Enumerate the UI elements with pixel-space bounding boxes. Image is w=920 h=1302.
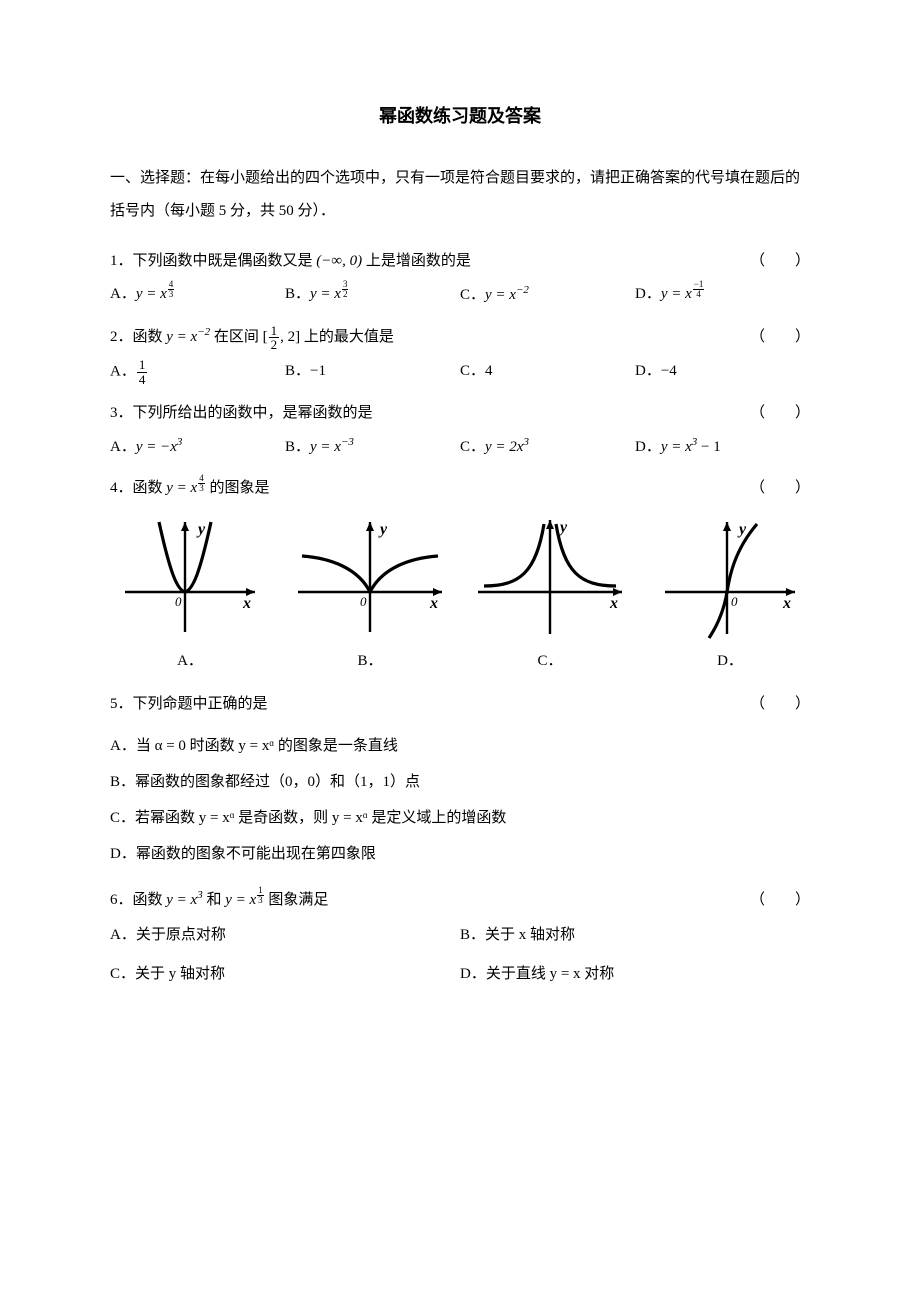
- q5-opt-d: D．幂函数的图象不可能出现在第四象限: [110, 836, 810, 872]
- q6-opt-c: C．关于 y 轴对称: [110, 961, 460, 988]
- q3-opt-d: D．y = x3 − 1: [635, 433, 810, 461]
- svg-text:0: 0: [175, 594, 182, 609]
- svg-text:0: 0: [360, 594, 367, 609]
- q1-opt-a: A．y = x43: [110, 281, 285, 309]
- q3-stem: 3．下列所给出的函数中，是幂函数的是: [110, 400, 750, 427]
- q4-label-d: D．: [650, 648, 810, 675]
- question-1: 1．下列函数中既是偶函数又是 (−∞, 0) 上是增函数的是 （ ） A．y =…: [110, 248, 810, 309]
- q1-opt-c: C．y = x−2: [460, 281, 635, 309]
- q3-opt-a: A．y = −x3: [110, 433, 285, 461]
- q5-opt-c: C．若幂函数 y = xᵅ 是奇函数，则 y = xᵅ 是定义域上的增函数: [110, 800, 810, 836]
- q1-post: 上是增函数的是: [362, 253, 471, 269]
- q2-opt-d: D．−4: [635, 358, 810, 386]
- svg-text:y: y: [558, 519, 568, 536]
- q5-stem: 5．下列命题中正确的是: [110, 691, 750, 718]
- answer-blank: （ ）: [750, 475, 810, 502]
- svg-text:y: y: [196, 521, 206, 538]
- q2-opt-c: C．4: [460, 358, 635, 386]
- q4-graph-a: y x 0: [110, 512, 270, 642]
- section-intro: 一、选择题：在每小题给出的四个选项中，只有一项是符合题目要求的，请把正确答案的代…: [110, 162, 810, 228]
- q5-opt-b: B．幂函数的图象都经过（0，0）和（1，1）点: [110, 764, 810, 800]
- q1-opt-d: D．y = x−14: [635, 281, 810, 309]
- q4-graph-d: y x 0: [650, 512, 810, 642]
- q6-opt-a: A．关于原点对称: [110, 922, 460, 949]
- q4-stem: 4．函数 y = x43 的图象是: [110, 475, 750, 502]
- q4-label-b: B．: [290, 648, 450, 675]
- page-title: 幂函数练习题及答案: [110, 100, 810, 132]
- svg-text:y: y: [737, 521, 747, 538]
- q2-stem: 2．函数 y = x−2 在区间 [12, 2] 上的最大值是: [110, 323, 750, 352]
- svg-text:x: x: [429, 595, 438, 612]
- svg-text:y: y: [378, 521, 388, 538]
- q4-graph-c: y x: [470, 512, 630, 642]
- svg-text:x: x: [609, 595, 618, 612]
- q1-interval: (−∞, 0): [316, 253, 362, 269]
- question-3: 3．下列所给出的函数中，是幂函数的是 （ ） A．y = −x3 B．y = x…: [110, 400, 810, 461]
- q5-opt-a: A．当 α = 0 时函数 y = xᵅ 的图象是一条直线: [110, 728, 810, 764]
- answer-blank: （ ）: [750, 324, 810, 351]
- question-6: 6．函数 y = x3 和 y = x13 图象满足 （ ） A．关于原点对称 …: [110, 886, 810, 988]
- q6-stem: 6．函数 y = x3 和 y = x13 图象满足: [110, 886, 750, 914]
- q2-opt-a: A．14: [110, 358, 285, 386]
- q6-opt-d: D．关于直线 y = x 对称: [460, 961, 810, 988]
- q3-opt-b: B．y = x−3: [285, 433, 460, 461]
- q4-graph-b: y x 0: [290, 512, 450, 642]
- q4-label-a: A．: [110, 648, 270, 675]
- answer-blank: （ ）: [750, 248, 810, 275]
- q1-pre: 1．下列函数中既是偶函数又是: [110, 253, 316, 269]
- answer-blank: （ ）: [750, 887, 810, 914]
- svg-text:x: x: [242, 595, 251, 612]
- answer-blank: （ ）: [750, 400, 810, 427]
- question-2: 2．函数 y = x−2 在区间 [12, 2] 上的最大值是 （ ） A．14…: [110, 323, 810, 386]
- q1-opt-b: B．y = x32: [285, 281, 460, 309]
- question-5: 5．下列命题中正确的是 （ ） A．当 α = 0 时函数 y = xᵅ 的图象…: [110, 691, 810, 872]
- q3-opt-c: C．y = 2x3: [460, 433, 635, 461]
- q4-label-c: C．: [470, 648, 630, 675]
- question-4: 4．函数 y = x43 的图象是 （ ） y x 0: [110, 475, 810, 675]
- q6-opt-b: B．关于 x 轴对称: [460, 922, 810, 949]
- q2-opt-b: B．−1: [285, 358, 460, 386]
- svg-text:0: 0: [731, 594, 738, 609]
- q1-stem: 1．下列函数中既是偶函数又是 (−∞, 0) 上是增函数的是: [110, 248, 750, 275]
- answer-blank: （ ）: [750, 691, 810, 718]
- svg-text:x: x: [782, 595, 791, 612]
